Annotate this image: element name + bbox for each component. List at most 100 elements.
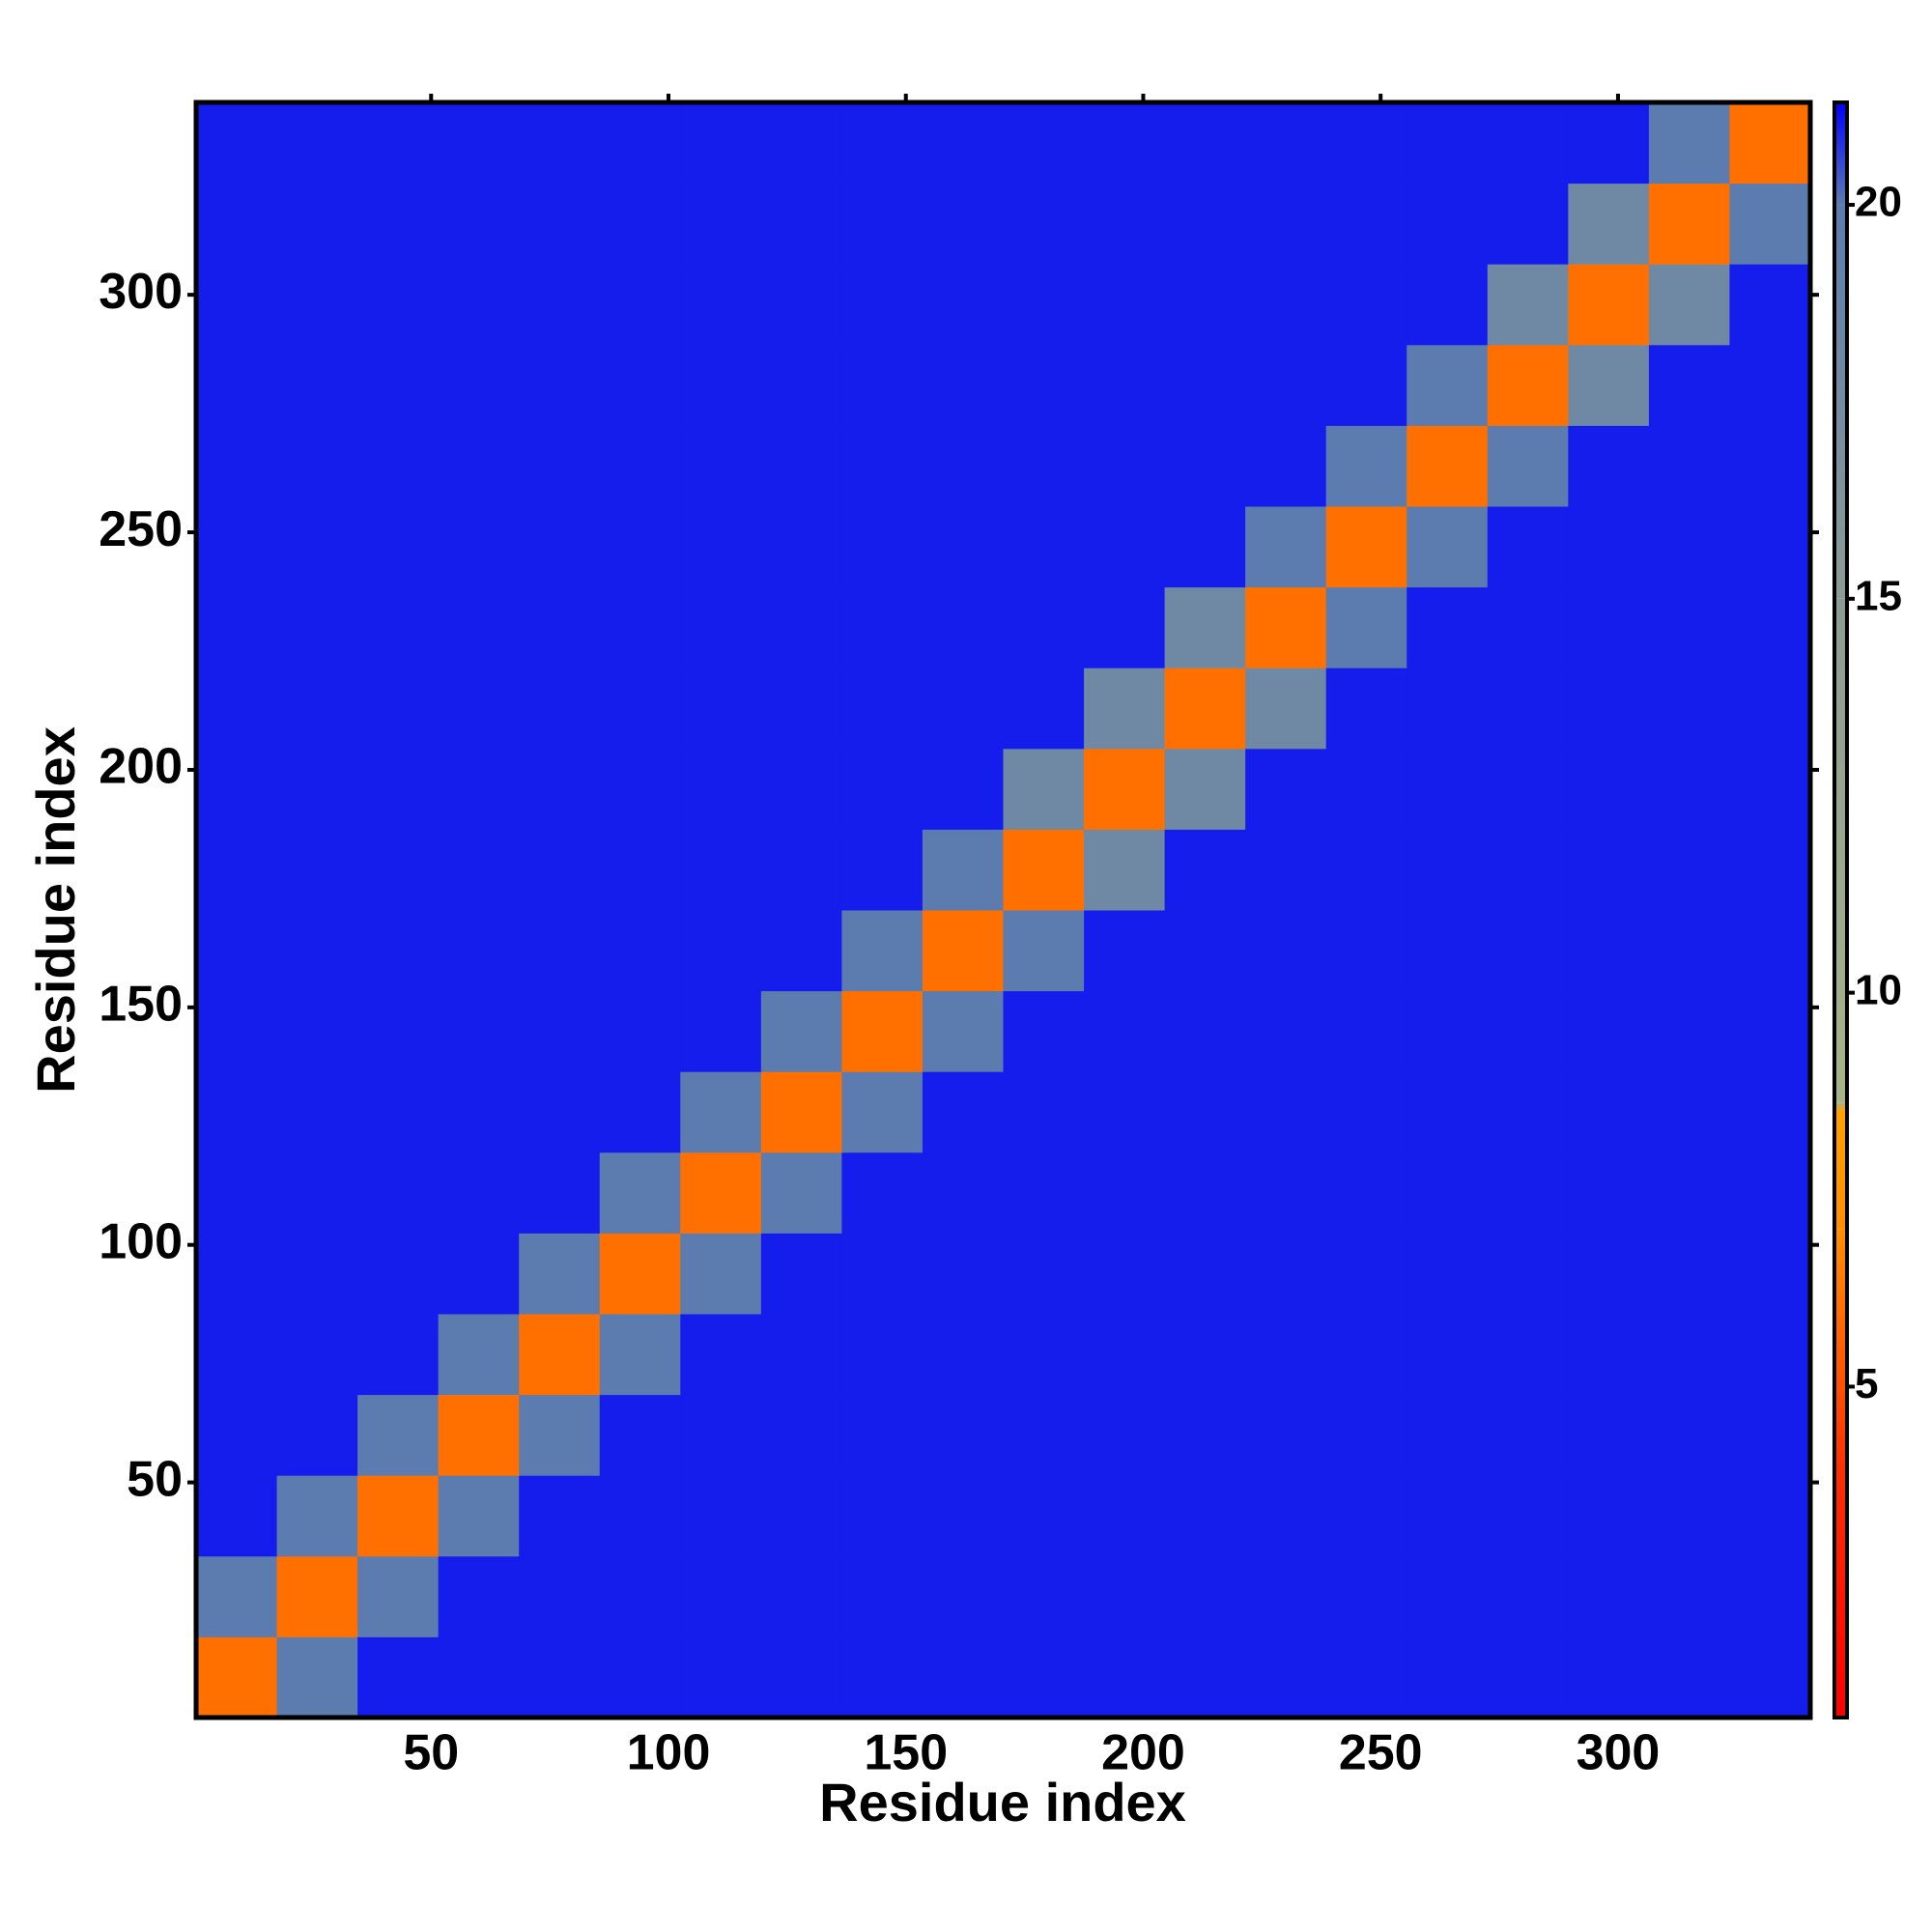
- colorbar-tick-label: 5: [1855, 1360, 1878, 1407]
- heatmap-cell: [599, 264, 681, 346]
- heatmap-cell: [519, 183, 601, 265]
- heatmap-cell: [599, 1151, 681, 1234]
- heatmap-cell: [1729, 910, 1811, 992]
- heatmap-cell: [841, 264, 923, 346]
- heatmap-cell: [922, 990, 1004, 1072]
- heatmap-cell: [276, 668, 358, 750]
- heatmap-cell: [1487, 586, 1569, 668]
- heatmap-cell: [1648, 586, 1730, 668]
- heatmap-cell: [519, 102, 601, 185]
- heatmap-cell: [438, 264, 520, 346]
- heatmap-cell: [276, 910, 358, 992]
- heatmap-cell: [1648, 990, 1730, 1072]
- heatmap-cell: [1568, 910, 1650, 992]
- heatmap-cell: [519, 910, 601, 992]
- heatmap-cell: [357, 1233, 440, 1315]
- y-tick-label: 50: [127, 1451, 183, 1507]
- heatmap-cell: [760, 1555, 842, 1637]
- heatmap-cell: [760, 1151, 842, 1234]
- heatmap-cell: [680, 344, 762, 426]
- heatmap-cell: [1245, 1233, 1327, 1315]
- colorbar-segment: [1834, 1465, 1847, 1718]
- heatmap-cell: [1003, 344, 1085, 426]
- heatmap-cell: [438, 990, 520, 1072]
- heatmap-cell: [1164, 1233, 1246, 1315]
- heatmap-cell: [1245, 1636, 1327, 1719]
- y-tick-label: 200: [99, 739, 183, 795]
- heatmap-cell: [841, 668, 923, 750]
- heatmap-cell: [196, 183, 278, 265]
- heatmap-cell: [1084, 1394, 1166, 1476]
- heatmap-cell: [357, 1314, 440, 1396]
- heatmap-cell: [1245, 1555, 1327, 1637]
- heatmap-cell: [760, 1636, 842, 1719]
- heatmap-cell: [922, 910, 1004, 992]
- heatmap-cell: [357, 264, 440, 346]
- heatmap-cell: [1164, 1475, 1246, 1557]
- heatmap-cell: [1325, 102, 1407, 185]
- heatmap-cell: [1648, 910, 1730, 992]
- heatmap-cell: [1487, 1394, 1569, 1476]
- heatmap-cell: [922, 1314, 1004, 1396]
- heatmap-cell: [680, 1636, 762, 1719]
- heatmap-cell: [1245, 1151, 1327, 1234]
- heatmap-cell: [276, 1555, 358, 1637]
- heatmap-cell: [1729, 1555, 1811, 1637]
- heatmap-cell: [519, 344, 601, 426]
- heatmap-cell: [519, 1233, 601, 1315]
- heatmap-cell: [357, 1475, 440, 1557]
- heatmap-cell: [1648, 1314, 1730, 1396]
- heatmap-cell: [680, 102, 762, 185]
- heatmap-cell: [1729, 1233, 1811, 1315]
- heatmap-cell: [1568, 344, 1650, 426]
- heatmap-cell: [760, 1475, 842, 1557]
- heatmap-cell: [1406, 990, 1489, 1072]
- heatmap-cell: [1729, 829, 1811, 911]
- heatmap-cell: [1245, 1394, 1327, 1476]
- heatmap-cell: [276, 344, 358, 426]
- heatmap-cell: [1729, 668, 1811, 750]
- heatmap-cell: [1648, 1233, 1730, 1315]
- heatmap-cell: [1325, 829, 1407, 911]
- heatmap-cell: [680, 1151, 762, 1234]
- heatmap-cell: [760, 264, 842, 346]
- heatmap-cell: [1084, 425, 1166, 507]
- heatmap-cell: [1245, 990, 1327, 1072]
- heatmap-cell: [1729, 990, 1811, 1072]
- x-tick-label: 200: [1101, 1725, 1185, 1781]
- heatmap-cell: [357, 102, 440, 185]
- heatmap-cell: [1487, 1555, 1569, 1637]
- heatmap-cell: [276, 264, 358, 346]
- heatmap-cell: [760, 1394, 842, 1476]
- heatmap-cell: [922, 1233, 1004, 1315]
- colorbar-tick-label: 15: [1855, 572, 1902, 619]
- heatmap-cell: [519, 1151, 601, 1234]
- heatmap-cell: [1568, 425, 1650, 507]
- heatmap-cell: [196, 829, 278, 911]
- heatmap-cell: [841, 1071, 923, 1153]
- heatmap-cell: [357, 829, 440, 911]
- heatmap-cell: [1406, 102, 1489, 185]
- heatmap-cell: [1325, 506, 1407, 588]
- heatmap-cell: [438, 344, 520, 426]
- heatmap-cell: [1729, 1314, 1811, 1396]
- heatmap-cell: [438, 183, 520, 265]
- heatmap-cell: [196, 506, 278, 588]
- heatmap-cell: [1648, 1394, 1730, 1476]
- heatmap-cell: [1487, 506, 1569, 588]
- heatmap-cell: [519, 586, 601, 668]
- heatmap-cell: [1568, 1475, 1650, 1557]
- heatmap-cell: [1406, 1151, 1489, 1234]
- heatmap-cell: [1487, 668, 1569, 750]
- heatmap-cell: [1245, 102, 1327, 185]
- heatmap-cell: [1003, 1394, 1085, 1476]
- heatmap-cell: [357, 1636, 440, 1719]
- heatmap-cell: [1325, 1475, 1407, 1557]
- heatmap-cell: [922, 264, 1004, 346]
- heatmap-cell: [1325, 1394, 1407, 1476]
- heatmap-cell: [438, 1636, 520, 1719]
- heatmap-cell: [1164, 1555, 1246, 1637]
- heatmap-cell: [1084, 1475, 1166, 1557]
- heatmap-cell: [1648, 183, 1730, 265]
- heatmap-cell: [599, 990, 681, 1072]
